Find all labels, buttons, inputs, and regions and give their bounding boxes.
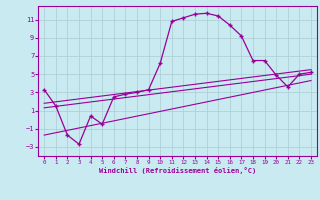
X-axis label: Windchill (Refroidissement éolien,°C): Windchill (Refroidissement éolien,°C) bbox=[99, 167, 256, 174]
